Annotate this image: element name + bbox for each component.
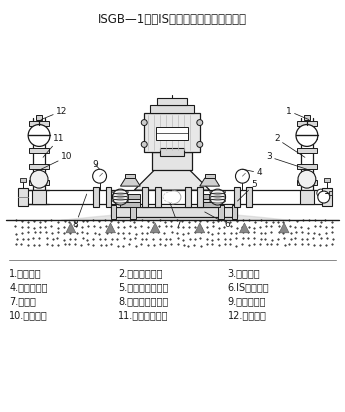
Bar — [120, 202, 140, 207]
Text: 2.进口挠性接头: 2.进口挠性接头 — [118, 269, 163, 279]
Bar — [300, 190, 314, 204]
Bar — [246, 187, 252, 207]
Text: 12: 12 — [41, 107, 67, 119]
Bar — [32, 190, 46, 204]
Circle shape — [30, 170, 48, 188]
Bar — [304, 115, 310, 119]
Polygon shape — [106, 223, 116, 233]
Text: 4.进口压力表: 4.进口压力表 — [9, 283, 48, 293]
Bar — [20, 178, 26, 182]
Text: 7.隔振器: 7.隔振器 — [9, 296, 36, 307]
Bar — [200, 194, 220, 199]
Text: 7: 7 — [170, 203, 181, 229]
Bar — [152, 152, 192, 170]
Bar — [93, 187, 99, 207]
Bar — [160, 148, 184, 156]
Text: 8: 8 — [73, 194, 87, 229]
Bar — [156, 126, 188, 140]
Circle shape — [210, 189, 226, 205]
Bar — [297, 134, 317, 139]
Bar — [106, 187, 111, 207]
Circle shape — [28, 124, 50, 146]
Text: 4: 4 — [243, 168, 262, 177]
Bar — [142, 187, 148, 207]
Text: 11.出口挠性接头: 11.出口挠性接头 — [118, 310, 169, 320]
Bar — [322, 188, 332, 206]
Bar — [329, 191, 332, 195]
Circle shape — [236, 169, 249, 183]
Text: 10.出口弯管: 10.出口弯管 — [9, 310, 48, 320]
Bar — [125, 174, 135, 178]
Text: 11: 11 — [43, 134, 65, 157]
Circle shape — [112, 189, 128, 205]
Bar — [297, 180, 317, 185]
Text: 5: 5 — [237, 180, 257, 201]
Polygon shape — [134, 170, 210, 190]
Text: ISGB—1、配IS型联接板，加隔振器安装: ISGB—1、配IS型联接板，加隔振器安装 — [98, 13, 247, 26]
Bar — [324, 178, 330, 182]
Polygon shape — [239, 223, 249, 233]
Bar — [29, 121, 49, 126]
Circle shape — [318, 191, 330, 203]
Bar — [144, 112, 200, 152]
Polygon shape — [279, 223, 289, 233]
Bar — [235, 187, 240, 207]
Bar — [297, 121, 317, 126]
Text: 12.出口阀门: 12.出口阀门 — [228, 310, 266, 320]
Bar — [130, 205, 136, 219]
Text: 3.进口弯管: 3.进口弯管 — [228, 269, 260, 279]
Polygon shape — [66, 223, 76, 233]
Bar — [29, 134, 49, 139]
Bar — [205, 174, 215, 178]
Bar — [297, 164, 317, 169]
Polygon shape — [120, 178, 140, 186]
Bar — [197, 187, 203, 207]
Text: 1: 1 — [286, 107, 309, 119]
Text: 2: 2 — [274, 134, 305, 157]
Circle shape — [93, 169, 107, 183]
Bar — [155, 187, 161, 207]
Polygon shape — [150, 223, 160, 233]
Bar — [110, 207, 237, 217]
Bar — [200, 202, 220, 207]
Bar — [157, 98, 187, 105]
Text: 1.进口阀门: 1.进口阀门 — [9, 269, 42, 279]
Text: 9: 9 — [93, 160, 100, 169]
Bar — [231, 205, 237, 219]
Text: 3: 3 — [266, 152, 307, 169]
Bar — [218, 205, 224, 219]
Text: 10: 10 — [41, 152, 72, 169]
Bar — [29, 164, 49, 169]
Bar — [150, 105, 194, 112]
Circle shape — [141, 141, 147, 147]
Text: 8.出口直管取压段: 8.出口直管取压段 — [118, 296, 169, 307]
Text: 6.IS型联接板: 6.IS型联接板 — [228, 283, 269, 293]
Text: 5.进口直管取压段: 5.进口直管取压段 — [118, 283, 169, 293]
Circle shape — [197, 141, 203, 147]
Text: 6: 6 — [205, 212, 230, 229]
Circle shape — [197, 119, 203, 126]
Bar — [297, 148, 317, 153]
Bar — [120, 194, 140, 199]
Bar — [120, 199, 140, 202]
Bar — [185, 187, 191, 207]
Bar — [200, 199, 220, 202]
Polygon shape — [200, 178, 220, 186]
Circle shape — [296, 124, 318, 146]
Circle shape — [298, 170, 316, 188]
Text: 9.出口压力表: 9.出口压力表 — [228, 296, 266, 307]
Bar — [18, 188, 28, 206]
Circle shape — [141, 119, 147, 126]
Bar — [29, 148, 49, 153]
Bar — [110, 205, 117, 219]
Bar — [36, 115, 42, 119]
Polygon shape — [195, 223, 205, 233]
Circle shape — [317, 189, 325, 197]
Bar — [29, 180, 49, 185]
